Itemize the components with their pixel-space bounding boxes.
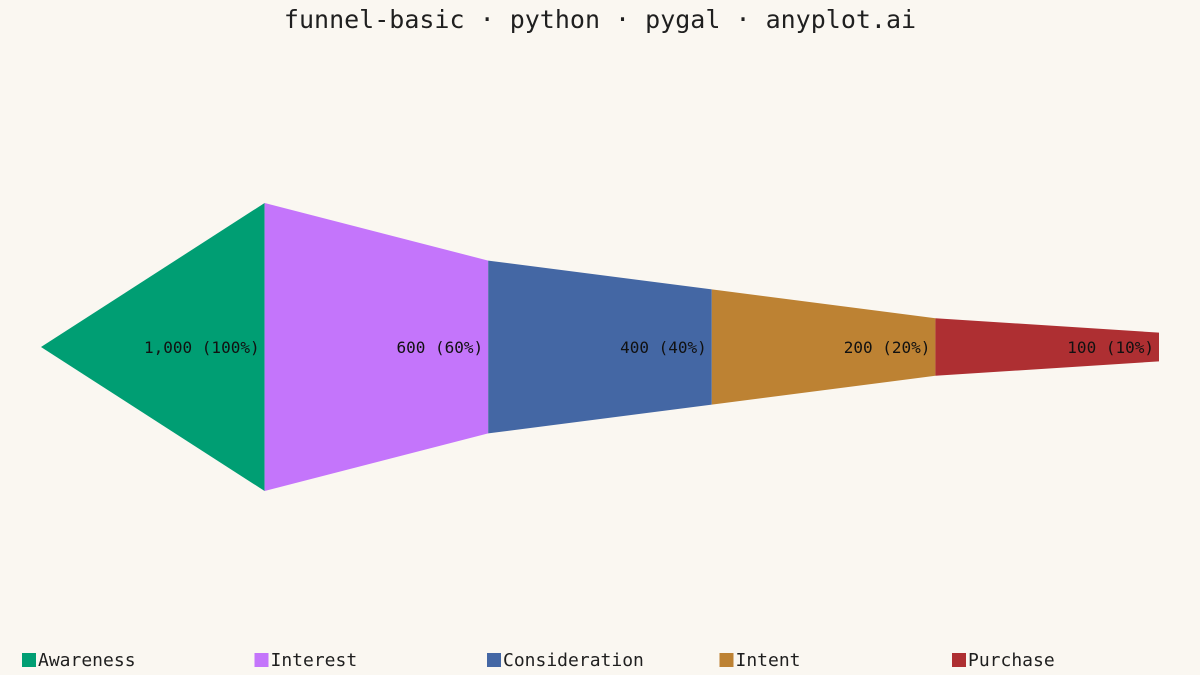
legend-swatch bbox=[719, 653, 734, 667]
legend-label: Purchase bbox=[968, 650, 1055, 671]
legend-swatch bbox=[952, 653, 966, 667]
value-label-purchase: 100 (10%) bbox=[1067, 338, 1154, 357]
funnel-segment-consideration[interactable] bbox=[488, 260, 712, 434]
funnel-value-labels: 1,000 (100%) 600 (60%) 400 (40%) 200 (20%) 1… bbox=[144, 338, 1154, 357]
funnel-segment-purchase[interactable] bbox=[935, 318, 1159, 376]
legend-label: Awareness bbox=[38, 650, 136, 671]
legend: Awareness Interest Consideration Intent Purc… bbox=[22, 650, 1055, 671]
legend-label: Intent bbox=[736, 650, 801, 671]
legend-swatch bbox=[22, 653, 36, 667]
legend-swatch bbox=[254, 653, 269, 667]
funnel-segments bbox=[41, 203, 1159, 491]
funnel-segment-interest[interactable] bbox=[264, 203, 489, 491]
value-label-interest: 600 (60%) bbox=[396, 338, 483, 357]
value-label-awareness: 1,000 (100%) bbox=[144, 338, 260, 357]
legend-item-intent[interactable]: Intent bbox=[719, 650, 801, 671]
value-label-consideration: 400 (40%) bbox=[620, 338, 707, 357]
funnel-segment-intent[interactable] bbox=[711, 289, 936, 405]
value-label-intent: 200 (20%) bbox=[844, 338, 931, 357]
legend-item-purchase[interactable]: Purchase bbox=[952, 650, 1055, 671]
legend-item-awareness[interactable]: Awareness bbox=[22, 650, 136, 671]
legend-item-interest[interactable]: Interest bbox=[254, 650, 358, 671]
legend-item-consideration[interactable]: Consideration bbox=[487, 650, 644, 671]
chart-title: funnel-basic · python · pygal · anyplot.… bbox=[284, 5, 916, 34]
legend-label: Interest bbox=[271, 650, 358, 671]
legend-label: Consideration bbox=[503, 650, 644, 671]
legend-swatch bbox=[487, 653, 501, 667]
funnel-segment-awareness[interactable] bbox=[41, 203, 265, 491]
